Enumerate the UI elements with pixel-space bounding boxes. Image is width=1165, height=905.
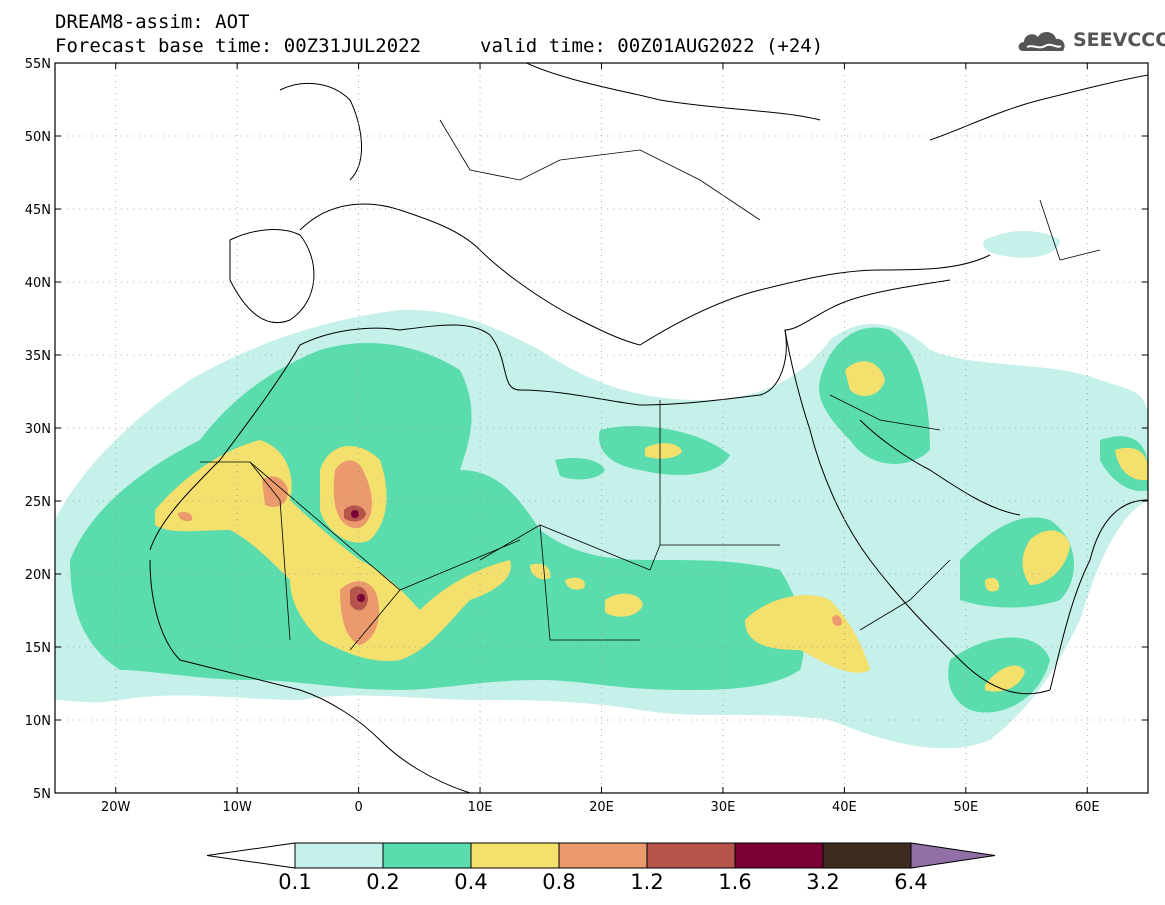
axis-ticks: 20W 10W 0 10E 20E 30E 40E 50E 60E 55N 50N 45N 40N 35N… <box>25 57 1148 815</box>
lat-tick-label: 55N <box>25 57 51 72</box>
colorbar-segment <box>734 842 824 869</box>
colorbar-label: 0.2 <box>366 870 400 894</box>
borders <box>200 119 1101 651</box>
colorbar-label: 1.2 <box>630 870 664 894</box>
aot-level-1.6 <box>351 510 365 602</box>
colorbar-segment <box>382 842 472 869</box>
lat-tick-label: 20N <box>25 568 51 583</box>
lat-tick-label: 25N <box>25 495 51 510</box>
lon-tick-label: 50E <box>953 800 978 815</box>
lon-tick-label: 0 <box>354 800 362 815</box>
colorbar-segment <box>822 842 912 869</box>
colorbar-label: 6.4 <box>894 870 928 894</box>
cloud-logo-icon <box>1018 31 1065 51</box>
colorbar-segment <box>558 842 648 869</box>
lat-tick-label: 40N <box>25 276 51 291</box>
colorbar-segment <box>646 842 736 869</box>
colorbar-label: 3.2 <box>806 870 840 894</box>
lat-tick-label: 35N <box>25 349 51 364</box>
lat-tick-label: 15N <box>25 641 51 656</box>
colorbar-label: 0.1 <box>278 870 312 894</box>
valid-time: valid time: 00Z01AUG2022 (+24) <box>480 35 824 57</box>
lat-tick-label: 50N <box>25 130 51 145</box>
lat-tick-label: 10N <box>25 714 51 729</box>
lon-tick-label: 30E <box>711 800 736 815</box>
lon-tick-label: 10E <box>468 800 493 815</box>
colorbar-label: 1.6 <box>718 870 752 894</box>
lat-tick-label: 45N <box>25 203 51 218</box>
lon-tick-label: 40E <box>832 800 857 815</box>
lon-tick-label: 20E <box>589 800 614 815</box>
forecast-base-time: Forecast base time: 00Z31JUL2022 <box>55 35 422 57</box>
lat-tick-label: 5N <box>33 787 51 802</box>
lon-tick-label: 20W <box>101 800 131 815</box>
color-bar <box>206 842 996 869</box>
logo-text: SEEVCCC <box>1073 29 1165 51</box>
colorbar-segment <box>470 842 560 869</box>
colorbar-segment <box>294 842 384 869</box>
aot-fields <box>55 231 1148 749</box>
lon-tick-label: 60E <box>1075 800 1100 815</box>
map-title: DREAM8-assim: AOT <box>55 11 250 33</box>
lat-tick-label: 30N <box>25 422 51 437</box>
colorbar-over-arrow <box>910 842 996 869</box>
colorbar-label: 0.8 <box>542 870 576 894</box>
colorbar-label: 0.4 <box>454 870 488 894</box>
colorbar-under-arrow <box>206 842 296 869</box>
lon-tick-label: 10W <box>222 800 252 815</box>
